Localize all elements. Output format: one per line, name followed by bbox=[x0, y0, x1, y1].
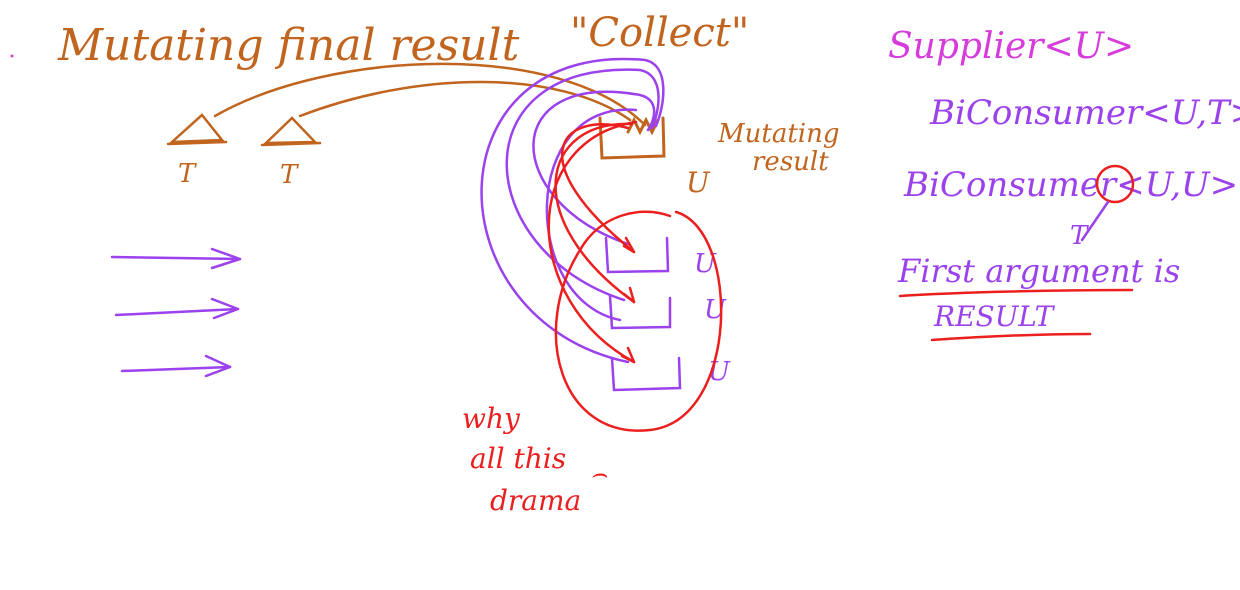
note-supplier: Supplier<U> bbox=[888, 26, 1134, 67]
stray-dot bbox=[10, 54, 14, 58]
note-biconsumer-accumulate: BiConsumer<U,T> bbox=[929, 93, 1240, 133]
input-element-2 bbox=[260, 116, 322, 147]
input-baseline-1 bbox=[166, 140, 228, 146]
arc-input-1-to-container bbox=[213, 62, 647, 127]
highlight-circle bbox=[1095, 164, 1135, 204]
red-arrowhead-3 bbox=[620, 346, 636, 364]
input-label-t-2: T bbox=[280, 160, 299, 190]
partial-label-u-2: U bbox=[704, 295, 727, 325]
arrow-1 bbox=[110, 247, 242, 270]
note-first-argument: First argument is bbox=[897, 252, 1180, 290]
container-label-u: U bbox=[686, 166, 711, 199]
bottom-note: why all this drama ⌢ bbox=[462, 402, 608, 517]
violet-loop-1 bbox=[532, 90, 656, 246]
input-triangle-1 bbox=[168, 113, 225, 144]
red-arrowhead-1 bbox=[622, 236, 636, 254]
note-biconsumer-combine: BiConsumer<U,U> bbox=[903, 165, 1238, 205]
underline-result bbox=[930, 332, 1092, 342]
title-quote-collect: "Collect" bbox=[570, 10, 749, 56]
red-arrow-1 bbox=[560, 123, 636, 254]
partial-container-3 bbox=[610, 356, 682, 392]
underline-first-argument bbox=[898, 288, 1134, 298]
input-label-t-1: T bbox=[178, 159, 197, 189]
note-result: RESULT bbox=[933, 300, 1056, 333]
bottom-note-line-1: why bbox=[462, 402, 521, 435]
red-arrow-2 bbox=[554, 122, 636, 304]
arc-input-2-to-container bbox=[298, 80, 632, 122]
input-element-1 bbox=[166, 113, 228, 146]
arrow-2 bbox=[114, 297, 240, 320]
red-arrow-3 bbox=[547, 120, 638, 364]
violet-loop-2 bbox=[505, 68, 660, 302]
partial-label-u-1: U bbox=[694, 249, 717, 279]
sad-face-icon: ⌢ bbox=[590, 459, 608, 489]
red-enclosing-loop bbox=[554, 210, 723, 432]
violet-loop-3 bbox=[480, 57, 665, 364]
partial-container-2 bbox=[608, 294, 672, 330]
container-cup bbox=[598, 116, 666, 160]
violet-loop-4 bbox=[545, 108, 638, 322]
bottom-note-line-2: all this bbox=[470, 442, 566, 475]
container-note-line-2: result bbox=[752, 147, 829, 177]
input-triangle-2 bbox=[262, 116, 318, 145]
annotation-arrow-label: T bbox=[1070, 221, 1089, 251]
annotation-arrow bbox=[1080, 200, 1110, 242]
partial-container-1 bbox=[604, 236, 670, 274]
title-text: Mutating final result bbox=[57, 20, 520, 71]
container-note-line-1: Mutating bbox=[717, 119, 839, 149]
bottom-note-line-3: drama bbox=[490, 484, 581, 517]
red-arrowhead-2 bbox=[622, 286, 636, 304]
arrow-3 bbox=[120, 354, 232, 378]
input-baseline-2 bbox=[260, 141, 322, 147]
